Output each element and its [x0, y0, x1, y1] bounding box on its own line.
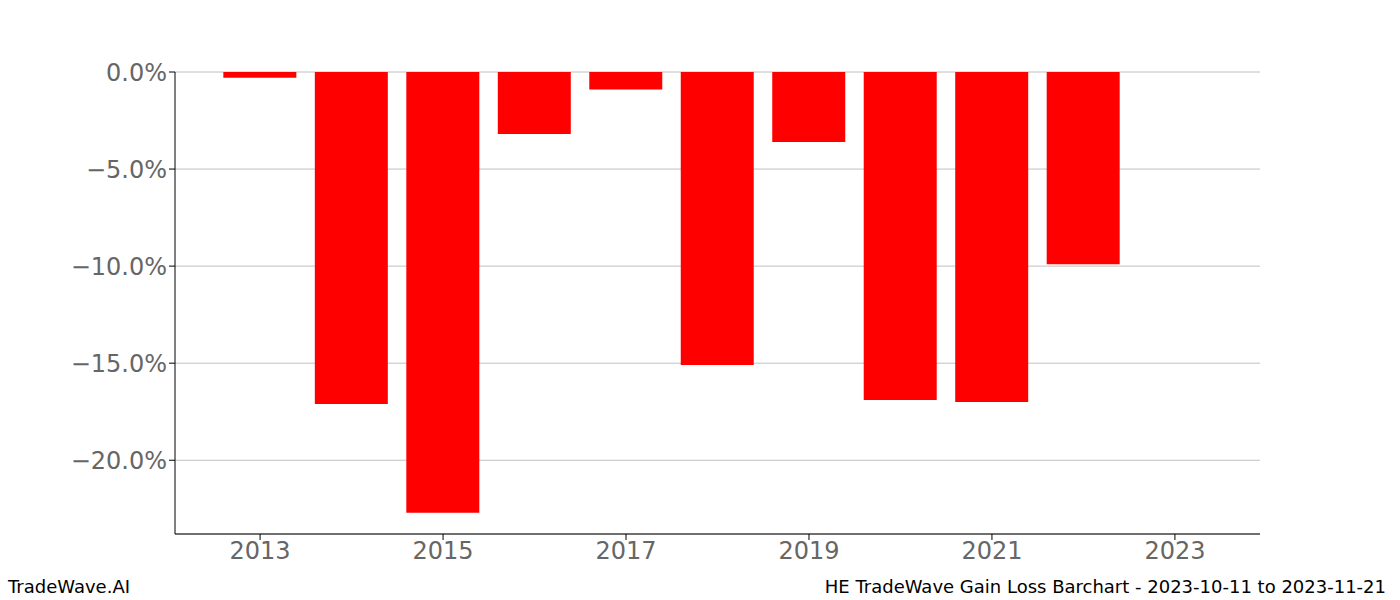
html-text:HE TradeWave Gain Loss Barchar: HE TradeWave Gain Loss Barchart - 2023-1… [824, 576, 1386, 597]
svg-text:−20.0%: −20.0% [71, 447, 167, 475]
svg-text:−10.0%: −10.0% [71, 253, 167, 281]
svg-text:2017: 2017 [595, 537, 656, 565]
svg-text:2023: 2023 [1144, 537, 1205, 565]
svg-text:−15.0%: −15.0% [71, 350, 167, 378]
svg-text:−5.0%: −5.0% [86, 156, 167, 184]
html-text:TradeWave.AI: TradeWave.AI [8, 576, 130, 597]
svg-text:2013: 2013 [230, 537, 291, 565]
svg-text:2015: 2015 [413, 537, 474, 565]
svg-text:0.0%: 0.0% [106, 59, 167, 87]
svg-text:2021: 2021 [961, 537, 1022, 565]
svg-text:2019: 2019 [778, 537, 839, 565]
